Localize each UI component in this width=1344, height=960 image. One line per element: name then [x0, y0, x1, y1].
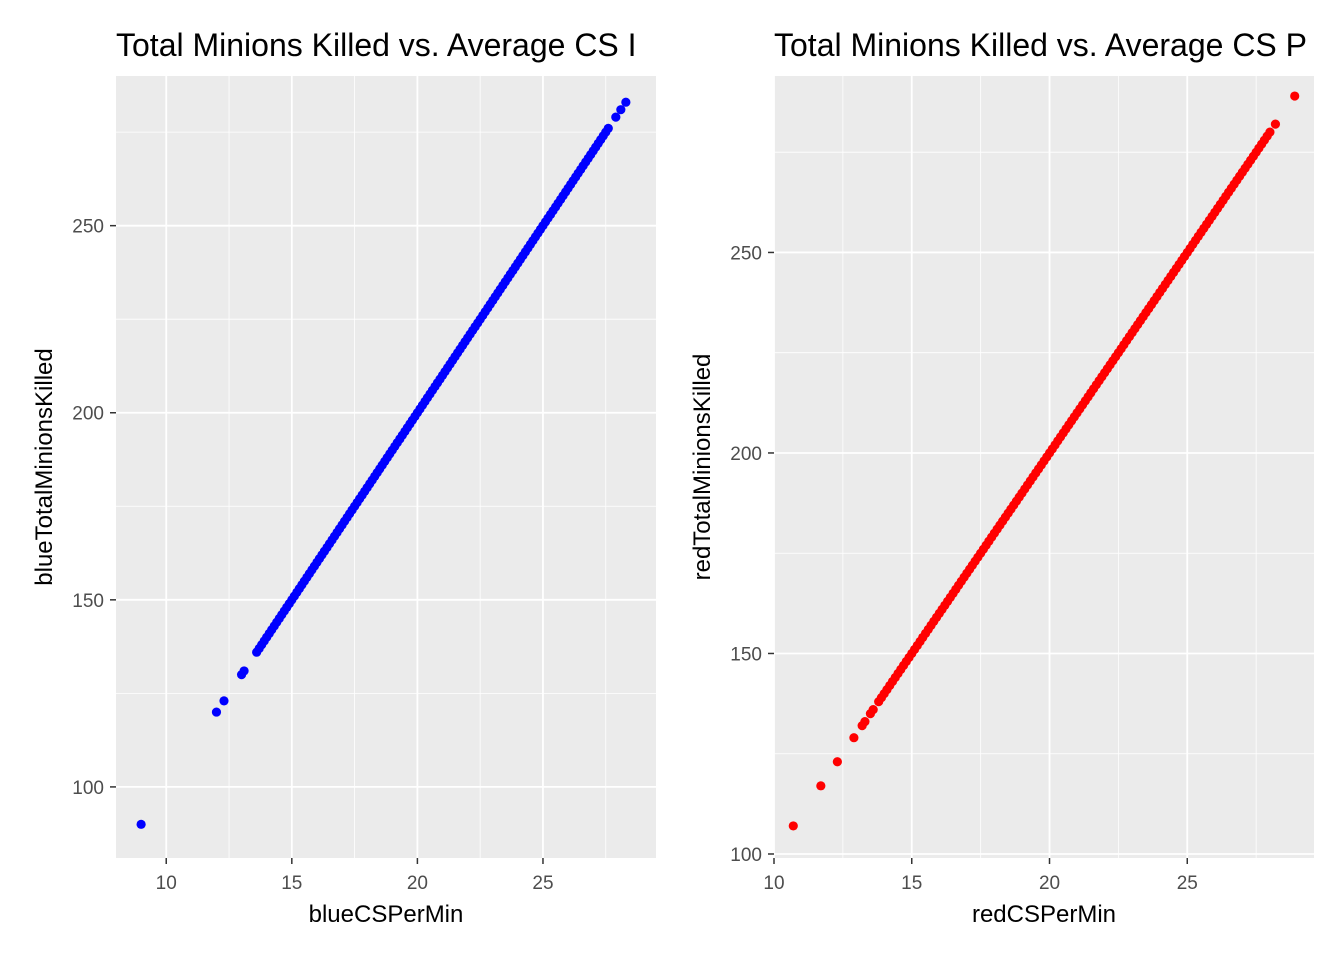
right-data-point [849, 733, 859, 743]
right-data-point [832, 757, 842, 767]
right-y-ticks: 100 150 200 250 [730, 243, 774, 866]
right-y-tick-label: 150 [730, 644, 762, 665]
left-major-grid [116, 76, 656, 858]
right-x-axis-label: redCSPerMin [972, 901, 1116, 928]
left-data-point [239, 666, 249, 676]
right-x-ticks: 10 15 20 25 [763, 858, 1198, 894]
left-minor-grid [116, 76, 656, 858]
left-data-point [136, 819, 146, 829]
left-y-tick-label: 250 [72, 217, 104, 238]
right-data-point [816, 781, 826, 791]
left-chart-title: Total Minions Killed vs. Average CS I [116, 27, 637, 63]
left-data-point [616, 105, 626, 115]
right-data-point [1290, 91, 1300, 101]
left-data-point [621, 97, 631, 107]
right-y-tick-label: 250 [730, 243, 762, 264]
left-data-point [219, 696, 229, 706]
right-data-point [868, 705, 878, 715]
left-data-point [603, 123, 613, 133]
right-data-point [860, 717, 870, 727]
left-y-axis-label: blueTotalMinionsKilled [31, 348, 58, 585]
left-points [136, 97, 631, 829]
right-data-point [788, 821, 798, 831]
left-y-tick-label: 100 [72, 778, 104, 799]
left-x-ticks: 10 15 20 25 [156, 858, 554, 894]
left-x-tick-label: 10 [156, 873, 177, 894]
right-x-tick-label: 25 [1177, 873, 1198, 894]
right-x-tick-label: 20 [1039, 873, 1060, 894]
left-y-tick-label: 150 [72, 591, 104, 612]
left-data-point [611, 112, 621, 122]
right-y-axis-label: redTotalMinionsKilled [689, 354, 716, 581]
left-x-tick-label: 20 [407, 873, 428, 894]
right-minor-grid [774, 76, 1314, 858]
left-x-tick-label: 15 [281, 873, 302, 894]
right-y-tick-label: 100 [730, 845, 762, 866]
right-panel: Total Minions Killed vs. Average CS P 10… [689, 27, 1314, 928]
left-data-point [211, 707, 222, 717]
right-x-tick-label: 15 [901, 873, 922, 894]
left-x-tick-label: 25 [532, 873, 553, 894]
left-panel: Total Minions Killed vs. Average CS I 10… [31, 27, 656, 928]
right-chart-title: Total Minions Killed vs. Average CS P [774, 27, 1307, 63]
right-major-grid [773, 76, 1314, 858]
left-y-tick-label: 200 [72, 404, 104, 425]
right-y-tick-label: 200 [730, 444, 762, 465]
right-data-point [1265, 127, 1275, 137]
right-data-point [1270, 119, 1281, 129]
left-x-axis-label: blueCSPerMin [309, 901, 464, 928]
right-x-tick-label: 10 [763, 873, 784, 894]
left-y-ticks: 100 150 200 250 [72, 217, 116, 799]
right-points [788, 91, 1300, 831]
